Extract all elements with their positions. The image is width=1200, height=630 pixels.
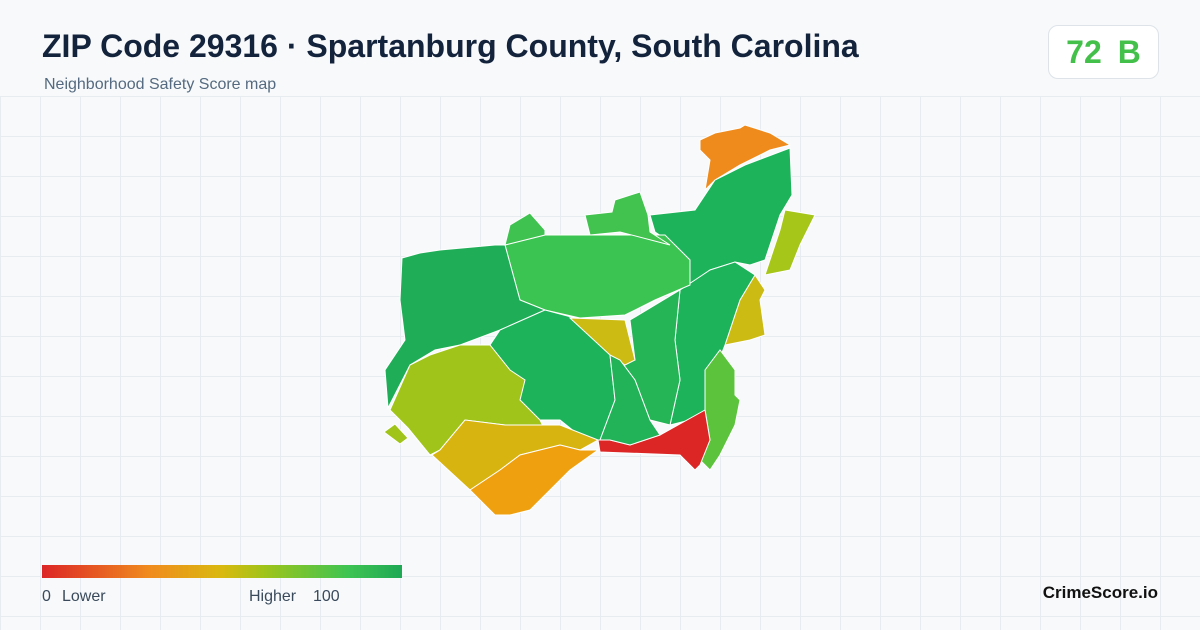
region bbox=[389, 344, 546, 456]
grade: B bbox=[1117, 33, 1141, 70]
legend-max-label: Higher bbox=[249, 588, 297, 605]
region bbox=[504, 212, 546, 246]
header bbox=[0, 0, 1200, 96]
region bbox=[699, 124, 792, 192]
region bbox=[699, 349, 741, 471]
score: 72 bbox=[1066, 33, 1102, 70]
region bbox=[584, 191, 671, 246]
region bbox=[764, 209, 816, 276]
legend-min: 0 bbox=[42, 588, 51, 605]
title: ZIP Code 29316 · Spartanburg County, Sou… bbox=[42, 28, 859, 64]
region bbox=[384, 244, 547, 410]
region bbox=[568, 317, 636, 366]
region bbox=[383, 423, 409, 445]
score-badge: 72 B bbox=[1048, 25, 1159, 79]
brand: CrimeScore.io bbox=[1042, 583, 1158, 602]
legend-max: 100 bbox=[313, 588, 340, 605]
region bbox=[469, 444, 600, 516]
legend-min-label: Lower bbox=[62, 588, 106, 605]
region bbox=[599, 354, 661, 446]
subtitle: Neighborhood Safety Score map bbox=[44, 76, 277, 93]
legend-gradient bbox=[42, 565, 402, 578]
